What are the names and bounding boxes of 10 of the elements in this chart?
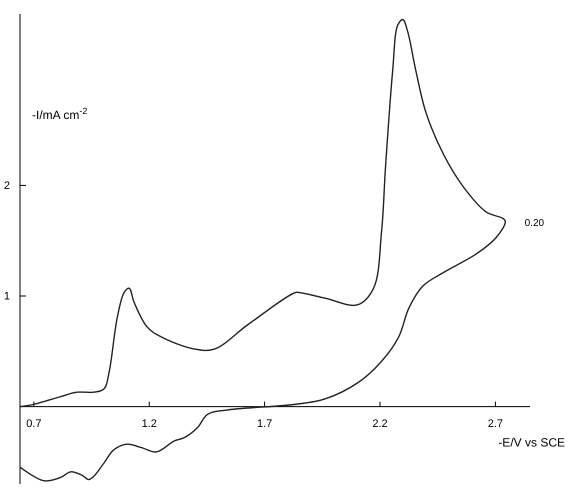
x-tick-label: 2.7 (488, 418, 504, 430)
y-tick-label: 2 (4, 180, 10, 192)
annotation: 0.20 (524, 218, 545, 229)
x-tick-label: 2.2 (372, 418, 388, 430)
y-tick-label: 1 (4, 290, 10, 303)
x-tick-label: 1.7 (256, 418, 272, 430)
x-axis-title: -E/V vs SCE (498, 436, 565, 450)
x-tick-label: 0.7 (26, 418, 42, 430)
x-tick-label: 1.2 (142, 418, 157, 430)
y-axis-title: -I/mA cm$^{-2}$ (32, 106, 88, 122)
